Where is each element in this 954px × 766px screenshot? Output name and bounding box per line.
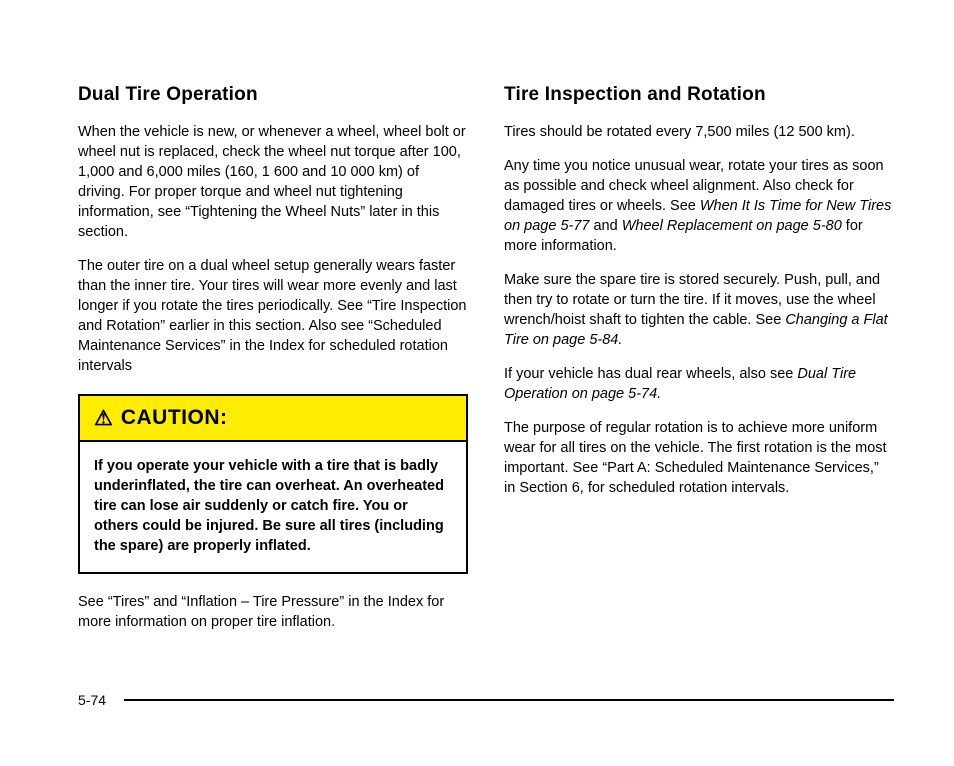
warning-triangle-icon: ⚠ bbox=[94, 408, 113, 429]
left-column: Dual Tire Operation When the vehicle is … bbox=[78, 84, 468, 646]
caution-header: ⚠ CAUTION: bbox=[80, 396, 466, 442]
body-paragraph: Any time you notice unusual wear, rotate… bbox=[504, 156, 894, 256]
right-column: Tire Inspection and Rotation Tires shoul… bbox=[504, 84, 894, 646]
caution-text: If you operate your vehicle with a tire … bbox=[94, 456, 452, 556]
caution-body: If you operate your vehicle with a tire … bbox=[80, 442, 466, 572]
body-paragraph: The purpose of regular rotation is to ac… bbox=[504, 418, 894, 498]
page-footer: 5-74 bbox=[78, 692, 894, 708]
caution-box: ⚠ CAUTION: If you operate your vehicle w… bbox=[78, 394, 468, 574]
body-paragraph: Tires should be rotated every 7,500 mile… bbox=[504, 122, 894, 142]
page-content: Dual Tire Operation When the vehicle is … bbox=[0, 0, 954, 686]
body-paragraph: Make sure the spare tire is stored secur… bbox=[504, 270, 894, 350]
body-paragraph: The outer tire on a dual wheel setup gen… bbox=[78, 256, 468, 376]
body-paragraph: See “Tires” and “Inflation – Tire Pressu… bbox=[78, 592, 468, 632]
page-number: 5-74 bbox=[78, 692, 106, 708]
heading-tire-inspection: Tire Inspection and Rotation bbox=[504, 84, 894, 106]
footer-rule bbox=[124, 699, 894, 701]
body-paragraph: If your vehicle has dual rear wheels, al… bbox=[504, 364, 894, 404]
body-paragraph: When the vehicle is new, or whenever a w… bbox=[78, 122, 468, 242]
cross-reference: Wheel Replacement on page 5-80 bbox=[622, 218, 842, 234]
heading-dual-tire: Dual Tire Operation bbox=[78, 84, 468, 106]
text-run: and bbox=[589, 218, 621, 234]
text-run: If your vehicle has dual rear wheels, al… bbox=[504, 366, 797, 382]
caution-label: CAUTION: bbox=[121, 406, 228, 430]
